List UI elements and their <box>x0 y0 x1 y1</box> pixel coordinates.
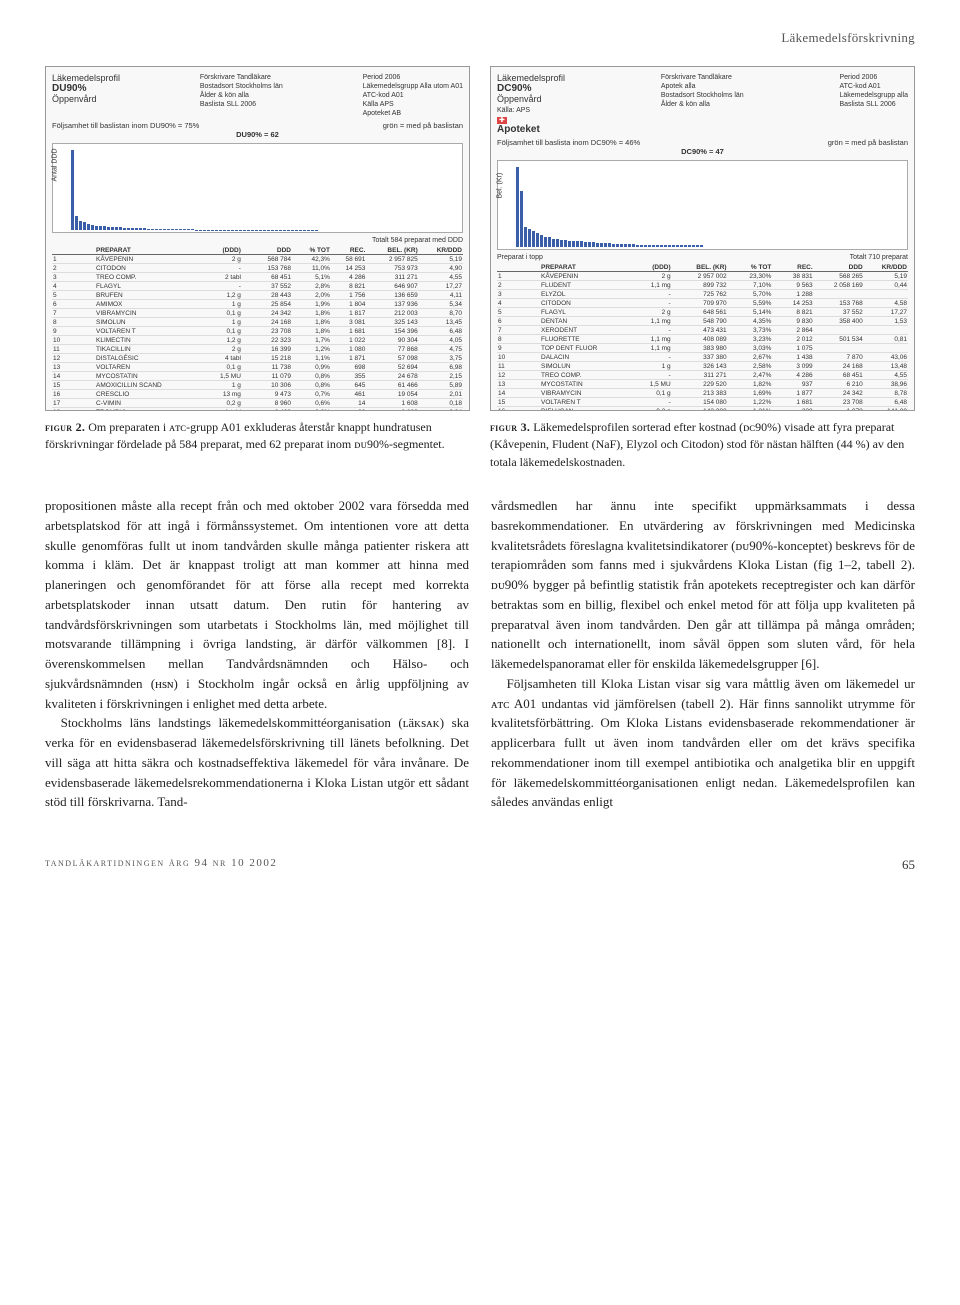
fig3-chart-left: Följsamhet till baslista inom DC90% = 46… <box>497 138 640 147</box>
fig2-meta-left: Förskrivare TandläkareBostadsort Stockho… <box>200 73 283 118</box>
fig2-chart-right: grön = med på baslistan <box>383 121 463 130</box>
figure-3: Läkemedelsprofil DC90% Öppenvård Källa: … <box>490 66 915 471</box>
figure-2-caption: figur 2. Om preparaten i ᴀᴛᴄ-grupp A01 e… <box>45 419 470 454</box>
fig3-chart-footer-r: Totalt 710 preparat <box>850 254 908 261</box>
body-col-2: vårdsmedlen har ännu inte specifikt uppm… <box>491 496 915 812</box>
fig2-chart-left: Följsamhet till baslistan inom DU90% = 7… <box>52 121 199 130</box>
body-col-1: propositionen måste alla recept från och… <box>45 496 469 812</box>
fig3-ylabel: Bel. (Kr) <box>497 173 504 199</box>
fig3-chart-center: DC90% = 47 <box>497 147 908 156</box>
fig3-chart: Bel. (Kr) <box>497 160 908 250</box>
fig3-chart-right: grön = med på baslistan <box>828 138 908 147</box>
fig2-ylabel: Antal DDD <box>52 149 59 182</box>
fig2-chart-footer: Totalt 584 preparat med DDD <box>52 237 463 244</box>
fig3-chart-footer-l: Preparat i topp <box>497 254 543 261</box>
body-p: vårdsmedlen har ännu inte specifikt uppm… <box>491 496 915 674</box>
figure-2: Läkemedelsprofil DU90% Öppenvård Förskri… <box>45 66 470 471</box>
figure-2-panel: Läkemedelsprofil DU90% Öppenvård Förskri… <box>45 66 470 411</box>
fig2-table: PREPARAT(DDD)DDD% TOTREC.BEL. (KR)KR/DDD… <box>52 246 463 411</box>
fig3-table: PREPARAT(DDD)BEL. (KR)% TOTREC.DDDKR/DDD… <box>497 263 908 411</box>
footer-page-number: 65 <box>902 857 915 873</box>
page-footer: tandläkartidningen årg 94 nr 10 2002 65 <box>45 857 915 873</box>
fig3-profile-title: Läkemedelsprofil DC90% Öppenvård Källa: … <box>497 73 565 135</box>
fig3-meta-left: Förskrivare TandläkareApotek allaBostads… <box>661 73 744 135</box>
figure-3-panel: Läkemedelsprofil DC90% Öppenvård Källa: … <box>490 66 915 411</box>
fig2-profile-title: Läkemedelsprofil DU90% Öppenvård <box>52 73 120 118</box>
body-p: propositionen måste alla recept från och… <box>45 496 469 713</box>
body-p: Stockholms läns landstings läkemedelskom… <box>45 713 469 812</box>
fig2-chart: Antal DDD <box>52 143 463 233</box>
fig2-meta-right: Period 2006Läkemedelsgrupp Alla utom A01… <box>363 73 463 118</box>
fig3-meta-right: Period 2006ATC-kod A01Läkemedelsgrupp al… <box>839 73 908 135</box>
body-p: Följsamheten till Kloka Listan visar sig… <box>491 674 915 812</box>
figures-row: Läkemedelsprofil DU90% Öppenvård Förskri… <box>45 66 915 471</box>
figure-3-caption: figur 3. Läkemedelsprofilen sorterad eft… <box>490 419 915 471</box>
body-text: propositionen måste alla recept från och… <box>45 496 915 812</box>
footer-left: tandläkartidningen årg 94 nr 10 2002 <box>45 857 277 873</box>
section-header: Läkemedelsförskrivning <box>45 30 915 46</box>
fig2-chart-center: DU90% = 62 <box>52 130 463 139</box>
